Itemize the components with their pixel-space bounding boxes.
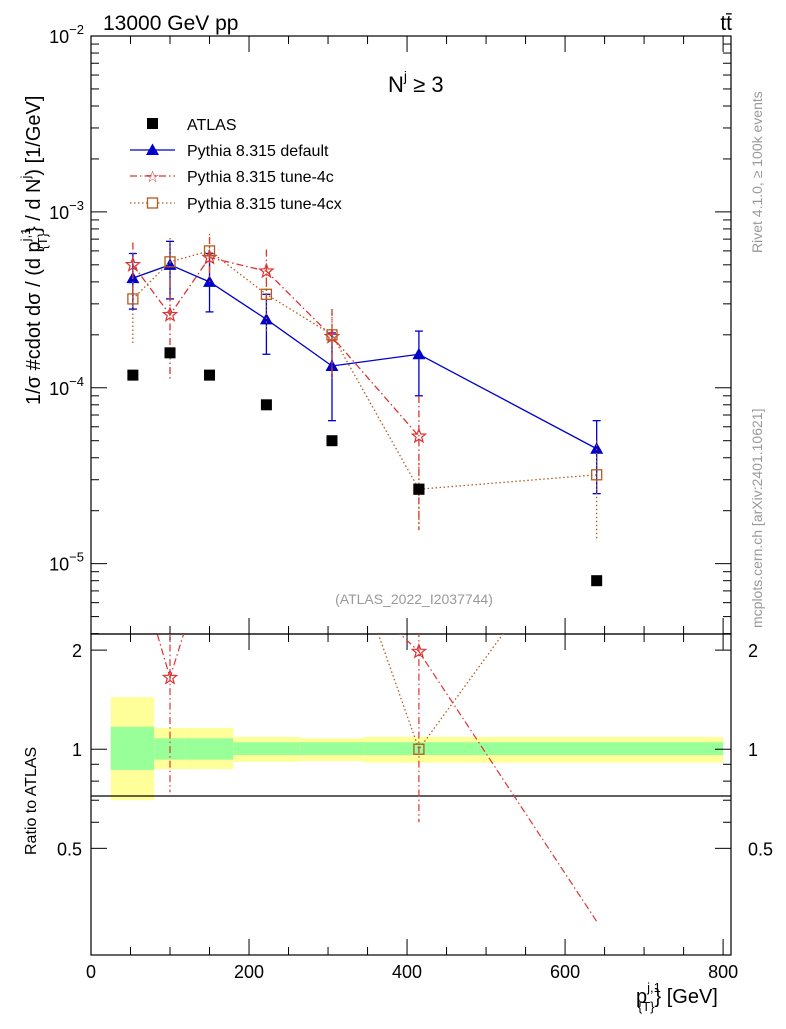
process-label: tt̄ [720, 12, 732, 35]
ratio-tick-label-right: 0.5 [748, 839, 773, 859]
ratio-tick-label-left: 0.5 [57, 839, 82, 859]
ratio-tick-label-right: 1 [748, 740, 758, 760]
legend-label-atlas: ATLAS [187, 117, 237, 134]
y-tick-label: 10−5 [49, 550, 84, 575]
legend-marker-atlas [147, 118, 158, 129]
legend-label-tune4c: Pythia 8.315 tune-4c [187, 169, 334, 186]
panel-label-base: N [388, 72, 404, 97]
y-axis-label: 1/σ #cdot dσ / (d pj,1 {T}} / d Nj) [1/Ge… [18, 96, 50, 405]
ratio-plot-frame [90, 633, 732, 956]
ratio-band-inner [185, 738, 234, 760]
series-curves [124, 233, 604, 587]
energy-label: 13000 GeV pp [103, 12, 238, 35]
x-tick-label: 0 [86, 962, 96, 982]
series-point-default [590, 442, 604, 454]
ratio-point-tune4c [410, 642, 428, 659]
legend-marker-default [146, 143, 159, 155]
legend: ATLAS Pythia 8.315 default ☆ Pythia 8.31… [130, 117, 342, 213]
series-point-tune4cx [164, 256, 176, 268]
ratio-tick-label-right: 2 [748, 641, 758, 661]
series-point-tune4cx [591, 469, 603, 481]
mcplots-label: mcplots.cern.ch [arXiv:2401.10621] [749, 409, 765, 628]
legend-marker-tune4cx [146, 197, 159, 209]
ratio-band-inner [110, 726, 155, 770]
x-tick-label: 800 [708, 962, 738, 982]
legend-label-default: Pythia 8.315 default [187, 143, 329, 160]
y-label-sub: {T} [35, 232, 50, 249]
atlas-data-point [326, 435, 338, 447]
x-tick-label: 200 [234, 962, 264, 982]
series-line-0 [132, 264, 597, 450]
ratio-line-tune4cx [377, 634, 504, 751]
ratio-tick-label-left: 2 [72, 641, 82, 661]
x-tick-label: 600 [550, 962, 580, 982]
series-line-2 [132, 250, 597, 490]
rivet-version-label: Rivet 4.1.0, ≥ 100k events [749, 91, 765, 253]
ratio-point-tune4cx [413, 743, 425, 755]
y-tick-exponent: −4 [69, 374, 84, 389]
y-tick-exponent: −2 [69, 22, 84, 37]
series-point-tune4cx [203, 245, 216, 257]
ratio-band-inner [300, 742, 364, 756]
x-label-sup: j,1 [646, 980, 661, 995]
y-label-prefix: 1/σ #cdot dσ / (d p [23, 241, 45, 405]
series-point-tune4cx [260, 288, 273, 300]
series-line-1 [132, 256, 420, 437]
atlas-data-point [413, 483, 425, 495]
x-tick-label: 400 [392, 962, 422, 982]
legend-label-tune4cx: Pythia 8.315 tune-4cx [187, 196, 342, 213]
y-tick-exponent: −5 [69, 550, 84, 565]
y-label-sup: j,1 [18, 228, 33, 243]
y-tick-mantissa: 10 [49, 203, 69, 223]
panel-label-cond: ≥ 3 [407, 72, 444, 97]
y-label-units: ) [1/GeV] [23, 96, 45, 176]
x-label-base: p [636, 986, 647, 1008]
atlas-data-point [204, 369, 216, 381]
y-tick-label: 10−4 [49, 374, 84, 399]
series-point-tune4c [410, 427, 428, 444]
ratio-y-label: Ratio to ATLAS [23, 747, 40, 855]
y-tick-mantissa: 10 [49, 27, 69, 47]
ratio-uncertainty-bands [110, 697, 724, 801]
y-tick-label: 10−2 [49, 22, 84, 47]
atlas-data-point [260, 399, 272, 411]
x-label-units: } [GeV] [654, 986, 717, 1008]
ratio-tick-label-left: 1 [72, 740, 82, 760]
y-tick-mantissa: 10 [49, 555, 69, 575]
y-tick-mantissa: 10 [49, 379, 69, 399]
x-label-sub: {T} [638, 999, 655, 1014]
ratio-band-inner [233, 742, 301, 756]
atlas-data-point [127, 369, 139, 381]
series-point-tune4cx [127, 293, 139, 305]
panel-label: Nj ≥ 3 [388, 68, 444, 97]
atlas-data-point [164, 347, 176, 359]
analysis-label: (ATLAS_2022_I2037744) [335, 591, 493, 607]
y-tick-exponent: −3 [69, 198, 84, 213]
y-label-suffix: } / d N [23, 178, 45, 232]
ratio-line-tune4c [156, 634, 185, 680]
series-point-tune4cx [326, 329, 338, 341]
series-point-tune4c [161, 306, 179, 322]
ratio-series-curves [156, 634, 598, 922]
ratio-band-inner [474, 742, 724, 756]
y-label-sup2: j [18, 175, 33, 179]
series-point-default [412, 347, 426, 360]
x-axis-label: pj,1 {T}} [GeV] [636, 980, 718, 1014]
ratio-point-tune4c [161, 668, 179, 685]
atlas-data-point [591, 575, 603, 587]
y-tick-label: 10−3 [49, 198, 84, 223]
series-point-tune4c [124, 256, 142, 272]
panel-label-sup: j [403, 68, 407, 84]
legend-marker-tune4c: ☆ [145, 169, 159, 186]
